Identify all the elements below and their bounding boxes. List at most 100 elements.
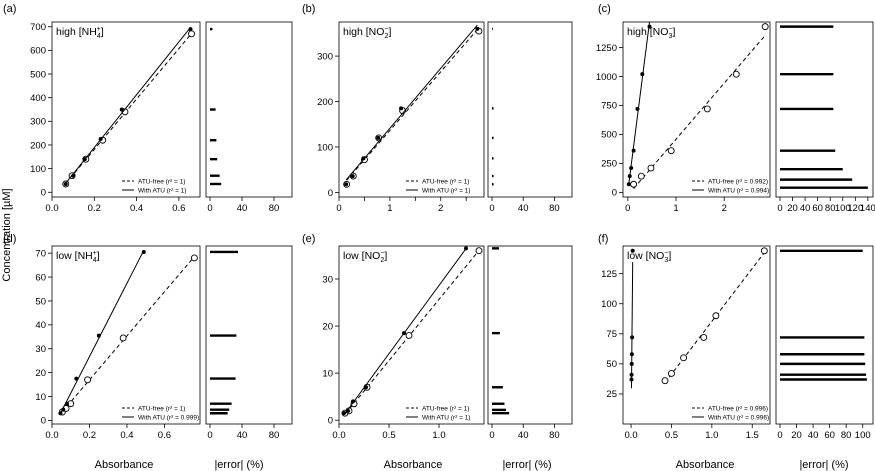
atu-free-point	[84, 376, 92, 384]
legend-entry-with-atu: With ATU (r² = 0.999)	[138, 414, 199, 421]
atu-free-point	[637, 172, 645, 180]
x-tick-label: 0.5	[382, 430, 395, 441]
error-x-tick-label: 60	[824, 430, 835, 441]
x-tick-label: 0.0	[45, 203, 58, 214]
x-tick-label: 2	[722, 203, 727, 214]
y-tick-label: 700	[30, 22, 46, 33]
y-tick-label: 30	[322, 274, 333, 285]
with-atu-point	[376, 135, 381, 140]
panel-label: (f)	[598, 233, 608, 245]
y-tick-label: 500	[30, 69, 46, 80]
error-x-tick-label: 80	[269, 203, 280, 214]
atu-free-point	[761, 23, 769, 31]
x-axis-label-b: Absorbance	[384, 459, 443, 471]
plot-frame	[51, 21, 201, 198]
atu-free-point	[667, 147, 675, 155]
atu-free-point	[647, 164, 655, 172]
plot-frame	[622, 21, 771, 198]
atu-free-fit-line	[346, 27, 480, 181]
y-tick-label: 1250	[596, 43, 617, 54]
panel-title: high [NH4+]	[56, 26, 104, 40]
atu-free-fit-line	[664, 252, 765, 384]
plot-frame	[622, 245, 771, 425]
x-tick-label: 0	[625, 203, 630, 214]
atu-free-point	[661, 377, 669, 385]
panel-d: (d) 0.0 0.2 0.4 0.6 0 10 20 30 40 50 60 70 low [NH4+]…	[3, 233, 293, 441]
with-atu-point	[361, 156, 366, 161]
y-tick-label: 250	[601, 159, 617, 170]
y-tick-label: 40	[35, 320, 46, 331]
error-x-tick-label: 40	[808, 430, 819, 441]
panel-e: (e) 0.0 0.5 1.0 0 10 20 30 low [NO2−] ATU-free (r…	[302, 233, 573, 441]
with-atu-point	[629, 377, 634, 382]
error-x-tick-label: 80	[549, 430, 560, 441]
with-atu-point	[346, 408, 350, 413]
with-atu-point	[61, 407, 66, 412]
with-atu-fit-line	[628, 22, 651, 185]
y-tick-label: 300	[30, 117, 46, 128]
error-frame	[487, 245, 573, 425]
panel-label: (e)	[302, 233, 315, 245]
y-tick-label: 500	[601, 130, 617, 141]
plot-frame	[338, 245, 485, 425]
atu-free-point	[700, 333, 708, 341]
with-atu-point	[141, 249, 146, 254]
with-atu-point	[475, 26, 480, 31]
with-atu-point	[464, 246, 468, 251]
with-atu-point	[629, 352, 634, 357]
with-atu-point	[58, 411, 63, 416]
with-atu-point	[629, 361, 634, 366]
with-atu-point	[399, 106, 404, 111]
x-tick-label: 0.0	[45, 430, 58, 441]
legend-entry-atu-free: ATU-free (r² = 1)	[138, 178, 185, 185]
legend-entry-with-atu: With ATU (r² = 0.996)	[708, 414, 769, 421]
x-tick-label: 1.5	[746, 430, 759, 441]
y-tick-label: 200	[30, 140, 46, 151]
error-axis-label-b: |error| (%)	[502, 459, 551, 471]
y-tick-label: 50	[606, 359, 617, 370]
panel-title: high [NO3−]	[627, 26, 675, 40]
x-tick-label: 1.0	[705, 430, 718, 441]
y-tick-label: 20	[322, 321, 333, 332]
with-atu-point	[350, 174, 355, 179]
y-axis-label: Concentration [µM]	[1, 188, 13, 281]
error-axis-label-c: |error| (%)	[799, 459, 848, 471]
y-tick-label: 75	[606, 329, 617, 340]
x-tick-label: 0	[336, 203, 341, 214]
panel-f: (f) 0.0 0.5 1.0 1.5 25 50 75 100 125 low [NO3−] ATU…	[598, 233, 874, 441]
with-atu-point	[647, 24, 652, 29]
atu-free-point	[703, 105, 711, 113]
y-tick-label: 0	[41, 188, 46, 199]
error-x-tick-label: 0	[489, 203, 494, 214]
with-atu-point	[640, 72, 645, 77]
atu-free-point	[405, 332, 413, 339]
with-atu-point	[629, 372, 634, 377]
error-x-tick-label: 100	[855, 430, 871, 441]
with-atu-point	[98, 137, 103, 142]
atu-free-point	[119, 334, 127, 342]
y-tick-label: 100	[601, 299, 617, 310]
error-x-tick-label: 100	[835, 203, 851, 214]
with-atu-fit-line	[630, 262, 634, 389]
with-atu-point	[342, 411, 346, 416]
panel-label: (a)	[3, 3, 16, 15]
y-tick-label: 60	[35, 272, 46, 283]
error-frame	[775, 245, 874, 425]
error-x-tick-label: 0	[777, 203, 782, 214]
with-atu-fit-line	[65, 27, 191, 184]
with-atu-point	[64, 401, 69, 406]
x-tick-label: 0.4	[130, 203, 143, 214]
with-atu-point	[74, 376, 79, 381]
with-atu-fit-line	[59, 250, 145, 414]
y-tick-label: 1000	[596, 72, 617, 83]
panel-title: high [NO2−]	[343, 26, 391, 40]
with-atu-point	[635, 106, 640, 111]
legend-entry-atu-free: ATU-free (r² = 0.996)	[708, 405, 768, 412]
y-tick-label: 0	[328, 416, 333, 427]
atu-free-fit-line	[65, 33, 192, 184]
with-atu-point	[630, 335, 635, 340]
atu-free-point	[680, 354, 688, 362]
error-frame	[205, 21, 293, 198]
